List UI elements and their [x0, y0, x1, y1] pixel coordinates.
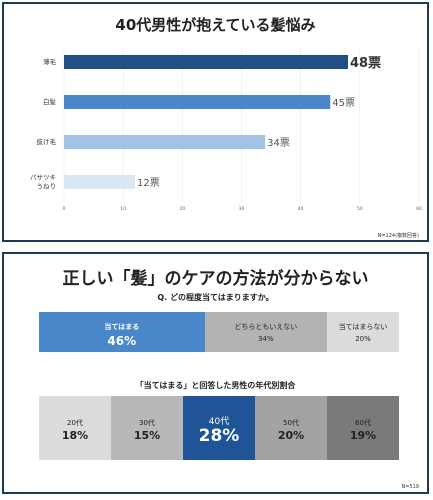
x-tick-label: 30 — [239, 206, 245, 212]
segment-1: どちらともいえない 34% — [204, 312, 327, 352]
segment-value: 34% — [258, 335, 274, 343]
category-label: 薄毛 — [43, 57, 57, 66]
age-label: 20代 — [67, 419, 83, 427]
x-tick-label: 20 — [179, 206, 185, 212]
x-tick-label: 40 — [298, 206, 304, 212]
chart-panel-hair-concerns: 40代男性が抱えている髪悩み 0 10 20 30 40 50 60 薄毛 48票白髪 45票抜け… — [2, 2, 429, 242]
age-label: 50代 — [283, 419, 299, 427]
segment-value: 20% — [355, 335, 371, 343]
age-label: 40代 — [208, 417, 230, 427]
category-label: うねり — [37, 183, 57, 191]
sample-size-note: N=124(複数回答) — [377, 233, 419, 239]
x-tick-label: 50 — [357, 206, 363, 212]
x-tick-label: 60 — [416, 206, 422, 212]
survey-question: Q. どの程度当てはまりますか。 — [157, 293, 274, 302]
data-label: 12票 — [137, 177, 160, 189]
segment-value: 46% — [107, 334, 137, 348]
age-label: 60代 — [355, 419, 371, 427]
age-segment-0: 20代 18% — [39, 396, 111, 460]
chart-panel-hair-care: 正しい「髪」のケアの方法が分からない Q. どの程度当てはまりますか。 当てはま… — [2, 252, 429, 494]
data-label: 45票 — [332, 97, 355, 109]
age-value: 15% — [133, 429, 161, 442]
age-label: 30代 — [139, 419, 155, 427]
sample-size-note: N=519 — [401, 484, 419, 490]
data-label: 34票 — [267, 137, 290, 149]
age-segment-2: 40代 28% — [183, 396, 255, 460]
segment-2: 当てはまらない 20% — [327, 312, 399, 352]
chart-title: 40代男性が抱えている髪悩み — [115, 16, 316, 34]
chart-title: 正しい「髪」のケアの方法が分からない — [62, 269, 369, 289]
category-label: パサツキ — [30, 174, 56, 182]
segment-label: 当てはまる — [104, 323, 140, 331]
age-segment-3: 50代 20% — [255, 396, 327, 460]
age-value: 18% — [61, 429, 89, 442]
bar-0 — [64, 55, 348, 69]
data-label: 48票 — [350, 55, 381, 71]
category-label: 抜け毛 — [37, 137, 57, 146]
category-label: 白髪 — [43, 97, 57, 106]
segment-0: 当てはまる 46% — [39, 312, 205, 352]
bar-1 — [64, 95, 331, 109]
x-tick-label: 10 — [120, 206, 126, 212]
age-segment-1: 30代 15% — [111, 396, 183, 460]
segment-label: 当てはまらない — [338, 323, 388, 331]
age-value: 28% — [198, 426, 240, 446]
segment-label: どちらともいえない — [234, 323, 298, 331]
bar-3 — [64, 175, 135, 189]
age-value: 20% — [277, 429, 305, 442]
age-segment-4: 60代 19% — [327, 396, 399, 460]
x-tick-label: 0 — [63, 206, 66, 212]
bar-2 — [64, 135, 266, 149]
age-value: 19% — [349, 429, 377, 442]
subchart-title: 「当てはまる」と回答した男性の年代別割合 — [135, 381, 296, 390]
